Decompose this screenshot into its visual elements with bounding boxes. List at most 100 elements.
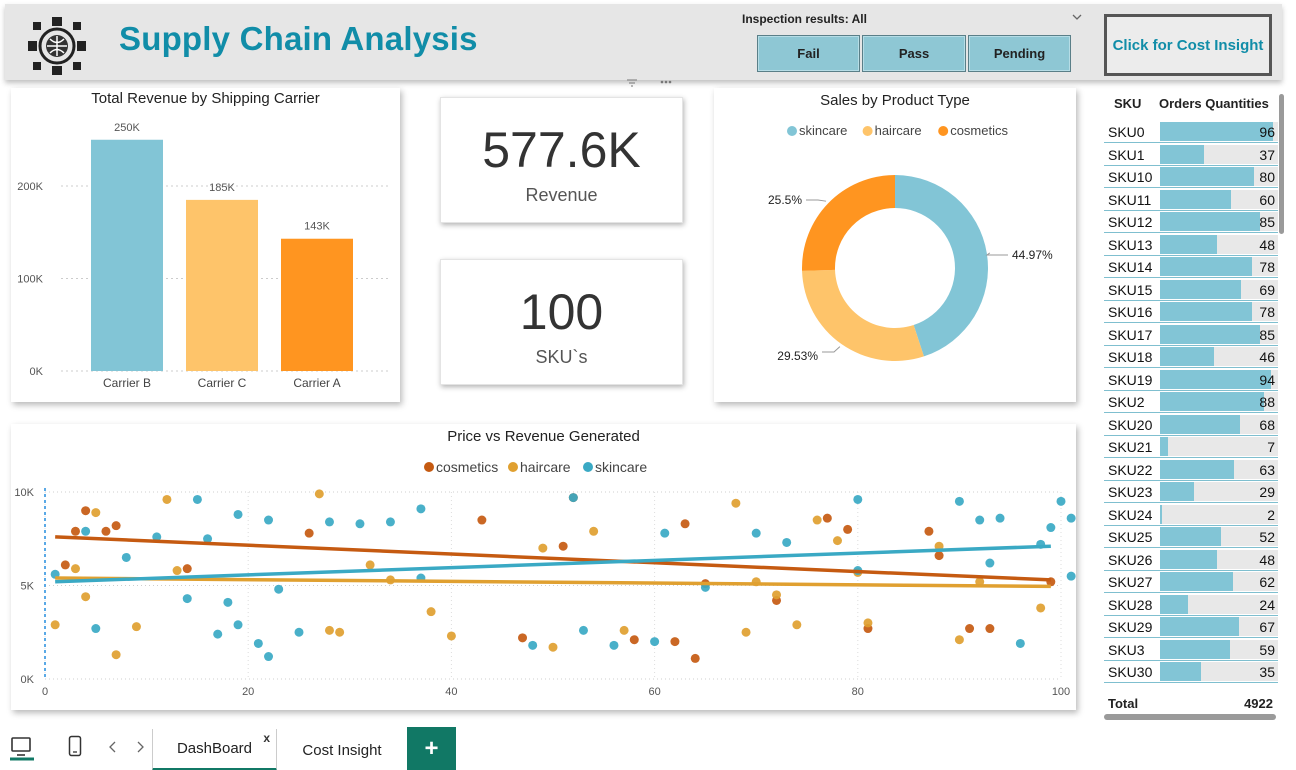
scatter-point-skincare[interactable] [91, 624, 101, 634]
scatter-point-skincare[interactable] [203, 534, 213, 544]
scatter-point-cosmetics[interactable] [629, 635, 639, 645]
scatter-point-skincare[interactable] [1066, 571, 1076, 581]
scatter-point-cosmetics[interactable] [558, 541, 568, 551]
scatter-point-haircare[interactable] [70, 564, 80, 574]
scatter-point-cosmetics[interactable] [670, 637, 680, 647]
table-row[interactable]: SKU1 37 [1104, 144, 1278, 166]
bar-carrier-b[interactable] [91, 139, 163, 371]
scatter-point-haircare[interactable] [731, 498, 741, 508]
scatter-point-skincare[interactable] [954, 496, 964, 506]
table-vertical-scrollbar[interactable] [1279, 94, 1284, 234]
scatter-point-skincare[interactable] [233, 620, 243, 630]
scatter-point-haircare[interactable] [426, 607, 436, 617]
scatter-point-haircare[interactable] [131, 622, 141, 632]
bar-carrier-a[interactable] [281, 238, 353, 371]
table-row[interactable]: SKU27 62 [1104, 571, 1278, 593]
scatter-point-haircare[interactable] [589, 526, 599, 536]
scatter-point-skincare[interactable] [355, 519, 365, 529]
scatter-point-skincare[interactable] [985, 558, 995, 568]
scatter-point-skincare[interactable] [121, 552, 131, 562]
table-row[interactable]: SKU16 78 [1104, 301, 1278, 323]
table-row[interactable]: SKU20 68 [1104, 414, 1278, 436]
scatter-point-skincare[interactable] [416, 504, 426, 514]
scatter-point-cosmetics[interactable] [304, 528, 314, 538]
table-row[interactable]: SKU24 2 [1104, 504, 1278, 526]
table-row[interactable]: SKU21 7 [1104, 436, 1278, 458]
bar-carrier-c[interactable] [186, 199, 258, 371]
legend-label-skincare[interactable]: skincare [799, 123, 847, 138]
scatter-point-cosmetics[interactable] [690, 653, 700, 663]
table-horizontal-scrollbar[interactable] [1104, 714, 1276, 720]
scatter-point-haircare[interactable] [832, 536, 842, 546]
scatter-point-skincare[interactable] [782, 537, 792, 547]
filter-lines-icon[interactable] [627, 79, 637, 87]
scatter-point-haircare[interactable] [314, 489, 324, 499]
tab-dashboard[interactable]: DashBoard x [152, 729, 277, 770]
scatter-point-skincare[interactable] [578, 625, 588, 635]
scatter-legend-label-skincare[interactable]: skincare [595, 459, 647, 475]
slicer-pass-button[interactable]: Pass [862, 35, 966, 72]
scatter-point-haircare[interactable] [81, 592, 91, 602]
scatter-point-haircare[interactable] [50, 620, 60, 630]
slicer-fail-button[interactable]: Fail [757, 35, 860, 72]
table-row[interactable]: SKU26 48 [1104, 549, 1278, 571]
table-row[interactable]: SKU14 78 [1104, 256, 1278, 278]
scatter-point-skincare[interactable] [192, 494, 202, 504]
scatter-point-skincare[interactable] [528, 640, 538, 650]
table-row[interactable]: SKU30 35 [1104, 661, 1278, 683]
more-options-icon[interactable] [660, 80, 672, 84]
scatter-point-skincare[interactable] [253, 638, 263, 648]
scatter-point-haircare[interactable] [172, 566, 182, 576]
scatter-point-skincare[interactable] [182, 594, 192, 604]
scatter-point-haircare[interactable] [954, 635, 964, 645]
scatter-point-skincare[interactable] [609, 640, 619, 650]
scatter-legend-label-haircare[interactable]: haircare [520, 459, 571, 475]
scatter-point-haircare[interactable] [792, 620, 802, 630]
add-page-button[interactable]: + [407, 727, 456, 770]
scatter-point-cosmetics[interactable] [924, 526, 934, 536]
scatter-point-haircare[interactable] [91, 508, 101, 518]
table-row[interactable]: SKU28 24 [1104, 594, 1278, 616]
close-tab-icon[interactable]: x [263, 731, 270, 745]
scatter-point-haircare[interactable] [619, 625, 629, 635]
scatter-point-haircare[interactable] [1036, 603, 1046, 613]
desktop-view-icon[interactable] [10, 735, 34, 761]
scatter-point-cosmetics[interactable] [101, 526, 111, 536]
table-row[interactable]: SKU10 80 [1104, 166, 1278, 188]
scatter-point-skincare[interactable] [1015, 638, 1025, 648]
scatter-point-skincare[interactable] [1066, 513, 1076, 523]
table-row[interactable]: SKU3 59 [1104, 639, 1278, 661]
scatter-point-haircare[interactable] [741, 627, 751, 637]
scatter-point-skincare[interactable] [1046, 523, 1056, 533]
table-row[interactable]: SKU0 96 [1104, 121, 1278, 143]
scatter-legend-label-cosmetics[interactable]: cosmetics [436, 459, 498, 475]
scatter-point-skincare[interactable] [152, 532, 162, 542]
table-row[interactable]: SKU12 85 [1104, 211, 1278, 233]
scatter-point-skincare[interactable] [294, 627, 304, 637]
table-row[interactable]: SKU15 69 [1104, 279, 1278, 301]
mobile-view-icon[interactable] [68, 735, 82, 757]
table-row[interactable]: SKU23 29 [1104, 481, 1278, 503]
tab-cost-insight[interactable]: Cost Insight [282, 729, 402, 770]
scatter-point-haircare[interactable] [538, 543, 548, 553]
donut-slice-haircare[interactable] [802, 269, 924, 361]
scatter-point-cosmetics[interactable] [822, 513, 832, 523]
scatter-point-cosmetics[interactable] [965, 624, 975, 634]
scatter-point-haircare[interactable] [975, 577, 985, 587]
table-row[interactable]: SKU22 63 [1104, 459, 1278, 481]
table-row[interactable]: SKU13 48 [1104, 234, 1278, 256]
scatter-point-haircare[interactable] [365, 560, 375, 570]
scatter-point-skincare[interactable] [264, 652, 274, 662]
scatter-point-skincare[interactable] [660, 528, 670, 538]
scatter-point-cosmetics[interactable] [182, 564, 192, 574]
scatter-point-haircare[interactable] [335, 627, 345, 637]
scatter-point-haircare[interactable] [863, 618, 873, 628]
scatter-point-skincare[interactable] [223, 597, 233, 607]
chevron-down-icon[interactable] [1070, 10, 1084, 24]
scatter-point-skincare[interactable] [1056, 496, 1066, 506]
scatter-point-haircare[interactable] [812, 515, 822, 525]
table-row[interactable]: SKU18 46 [1104, 346, 1278, 368]
orders-column-header[interactable]: Orders Quantities [1159, 96, 1269, 111]
slicer-pending-button[interactable]: Pending [968, 35, 1071, 72]
scatter-point-skincare[interactable] [853, 494, 863, 504]
